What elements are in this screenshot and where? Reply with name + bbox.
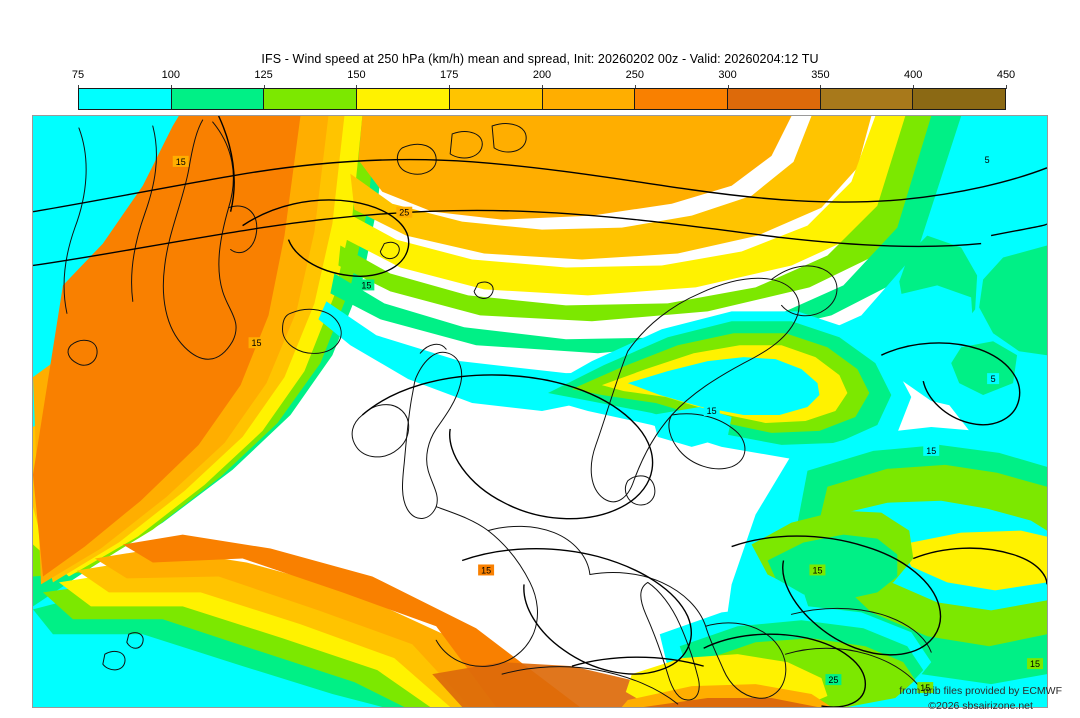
colorbar-tickmark-350	[820, 85, 822, 89]
colorbar-tickmark-150	[356, 85, 358, 89]
contour-label-15-top: 15	[358, 279, 375, 290]
colorbar-segment-250-300	[635, 89, 728, 109]
colorbar-segment-350-400	[820, 89, 914, 109]
page-title: IFS - Wind speed at 250 hPa (km/h) mean …	[261, 52, 819, 66]
colorbar: 75 100 125 150 175 200 250 300 350 400 450	[72, 69, 1015, 110]
svg-text:15: 15	[252, 338, 262, 348]
contour-label-15-mid: 15	[478, 564, 495, 575]
colorbar-segment-100-125	[171, 89, 265, 109]
contour-label-15-right: 15	[923, 444, 940, 456]
contour-label-5-right: 5	[987, 373, 1000, 384]
colorbar-tickmark-250	[634, 85, 636, 89]
contour-label-15-balkans: 15	[917, 682, 934, 693]
colorbar-segment-125-150	[264, 89, 358, 109]
svg-text:25: 25	[399, 208, 409, 218]
colorbar-segment-200-250	[542, 89, 636, 109]
map-canvas[interactable]: 25 15 15 15	[32, 115, 1048, 708]
svg-text:15: 15	[176, 157, 186, 167]
map-contour-plot: 25 15 15 15	[33, 116, 1047, 707]
filled-contour-patches	[651, 285, 1018, 447]
colorbar-segment-150-175	[357, 89, 450, 109]
svg-text:15: 15	[812, 565, 822, 575]
colorbar-tick-200: 200	[532, 69, 552, 81]
colorbar-tick-175: 175	[440, 69, 459, 81]
contour-label-15-mid2: 15	[703, 405, 720, 416]
colorbar-tick-450: 450	[996, 69, 1016, 81]
contour-label-25-se: 25	[825, 674, 842, 685]
colorbar-tick-300: 300	[718, 69, 737, 81]
contour-label-15-westatl: 15	[248, 337, 265, 348]
colorbar-tickmark-100	[170, 85, 172, 89]
filled-contour-baltic	[532, 311, 912, 459]
coastlines	[63, 119, 932, 705]
colorbar-tick-350: 350	[811, 69, 830, 81]
colorbar-segment-75-100	[79, 89, 172, 109]
svg-text:15: 15	[361, 280, 371, 290]
colorbar-tickmark-400	[913, 85, 915, 89]
filled-contour-mediterranean	[621, 426, 1047, 707]
svg-text:25: 25	[828, 675, 838, 685]
colorbar-tick-125: 125	[254, 69, 273, 81]
colorbar-tick-75: 75	[71, 69, 85, 81]
colorbar-tickmark-175	[449, 85, 451, 89]
spread-contours	[33, 116, 1047, 707]
svg-text:15: 15	[707, 406, 717, 416]
svg-text:15: 15	[481, 565, 491, 575]
contour-label-5-ne: 5	[981, 153, 994, 165]
colorbar-tick-250: 250	[625, 69, 644, 81]
svg-text:15: 15	[920, 683, 930, 693]
svg-text:5: 5	[991, 374, 996, 384]
colorbar-tick-labels: 75 100 125 150 175 200 250 300 350 400 450	[72, 69, 1015, 89]
svg-text:5: 5	[985, 155, 990, 165]
contour-label-15-se: 15	[809, 564, 826, 575]
colorbar-tickmark-450	[1006, 85, 1007, 89]
svg-text:15: 15	[1030, 659, 1040, 669]
colorbar-tickmark-300	[727, 85, 729, 89]
colorbar-tickmark-75	[78, 85, 79, 89]
colorbar-segment-300-350	[727, 89, 821, 109]
contour-label-25: 25	[396, 206, 413, 218]
colorbar-tick-100: 100	[161, 69, 180, 81]
colorbar-tickmark-200	[542, 85, 543, 89]
contour-labels: 25 15 15 15	[172, 153, 1044, 693]
colorbar-segment-400-450	[913, 89, 1006, 109]
colorbar-tick-400: 400	[904, 69, 923, 81]
contour-label-15-far-right: 15	[1027, 658, 1044, 669]
colorbar-tick-150: 150	[347, 69, 366, 81]
filled-contour-atlantic-jet	[33, 116, 672, 707]
svg-text:15: 15	[926, 446, 936, 456]
colorbar-gradient	[78, 88, 1006, 110]
colorbar-segment-175-200	[449, 89, 543, 109]
contour-label-15-left: 15	[172, 155, 189, 167]
colorbar-tickmark-125	[263, 85, 265, 89]
